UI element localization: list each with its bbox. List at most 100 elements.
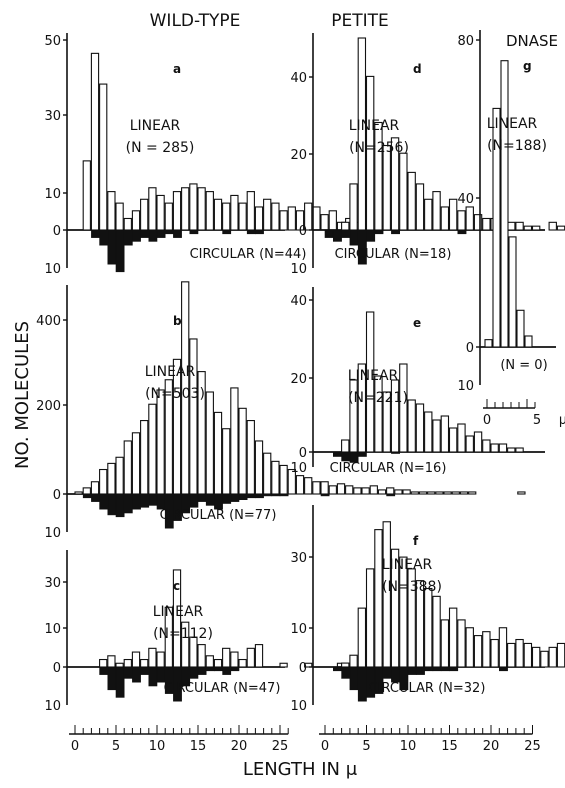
bar-linear-e (440, 415, 450, 453)
y-tick-label-c: 30 (44, 576, 61, 591)
bar-linear-b (123, 440, 132, 495)
bar-linear-d (548, 221, 557, 231)
y-tick-label-d: 20 (290, 148, 307, 163)
bar-linear-e (515, 447, 524, 453)
bar-linear-c (304, 662, 313, 668)
bar-linear-b (230, 387, 239, 495)
bar-linear-a (304, 202, 313, 231)
x-axis-wild-type-tick-label: 0 (71, 739, 79, 754)
bar-linear-a (328, 210, 337, 231)
bar-linear-c (140, 658, 149, 668)
y-tick-label-f: 10 (290, 622, 307, 637)
x-axis-petite-tick-label: 20 (483, 739, 500, 754)
panel-letter-d: d (413, 62, 422, 76)
bar-linear-f (556, 642, 565, 668)
bar-circular-c (148, 666, 158, 687)
bar-circular-d (391, 229, 400, 235)
bar-linear-a (320, 214, 329, 231)
y-tick-label-circular-b: 10 (44, 526, 61, 541)
bar-linear-b (394, 489, 403, 495)
bar-linear-d (432, 191, 441, 231)
y-tick-label-circular-c: 10 (44, 699, 61, 714)
bar-linear-a (140, 198, 149, 231)
bar-circular-f (449, 666, 459, 672)
y-tick-label-c: 0 (53, 661, 61, 676)
bar-linear-d (523, 225, 533, 231)
heading-wild-type: WILD-TYPE (150, 11, 241, 31)
bar-linear-e (490, 443, 499, 453)
bar-linear-f (341, 662, 350, 668)
bar-linear-b (99, 468, 108, 495)
bar-linear-b (304, 477, 313, 495)
y-tick-label-circular-d: 10 (290, 262, 307, 277)
bar-circular-f (440, 666, 450, 672)
x-axis-wild-type-tick-label: 20 (231, 739, 248, 754)
heading-dnase: DNASE (506, 32, 558, 50)
panel-letter-b: b (173, 314, 182, 328)
bar-circular-d (341, 229, 351, 238)
bar-circular-e (357, 451, 367, 457)
bar-circular-c (156, 666, 166, 683)
bar-circular-a (99, 229, 109, 246)
bar-linear-d (473, 214, 483, 231)
bar-circular-c (197, 666, 207, 675)
bar-circular-d (324, 229, 334, 238)
linear-n-a: (N = 285) (126, 140, 195, 156)
bar-linear-a (238, 202, 247, 231)
bar-linear-b (402, 489, 411, 495)
y-tick-label-circular-f: 10 (290, 699, 307, 714)
bar-linear-b (74, 491, 83, 495)
bar-circular-f (374, 666, 384, 694)
bar-linear-b (287, 468, 296, 495)
bar-linear-e (498, 443, 508, 453)
bar-linear-b (131, 432, 141, 495)
bar-circular-b (230, 493, 240, 502)
bar-linear-d (440, 206, 450, 231)
bar-circular-b (82, 493, 92, 499)
bar-linear-b (238, 407, 247, 495)
x-axis-wild-type-tick-label: 5 (112, 739, 120, 754)
panel-f: 30 10 0 10 f LINEAR (N=388) CIRCULAR (N=32) (290, 505, 565, 714)
linear-n-f: (N=388) (382, 579, 442, 595)
bar-linear-b (328, 485, 337, 495)
y-tick-label-a: 0 (53, 224, 61, 239)
bar-linear-b (263, 452, 272, 495)
x-axis-petite-tick-label: 25 (524, 739, 541, 754)
bar-linear-d (448, 198, 458, 231)
bar-circular-b (148, 493, 158, 506)
bar-linear-b (336, 483, 346, 495)
y-tick-label-circular-a: 10 (44, 262, 61, 277)
bar-circular-b (246, 493, 256, 499)
bar-linear-c (107, 655, 116, 668)
bar-linear-a (197, 187, 206, 231)
bar-circular-b (255, 493, 264, 499)
bar-linear-b (418, 491, 428, 495)
bar-linear-e (341, 439, 350, 453)
bar-linear-b (82, 487, 91, 495)
bar-linear-e (473, 431, 483, 453)
bar-linear-d (465, 206, 474, 231)
bar-circular-c (205, 666, 215, 672)
x-axis-wild-type-tick-label: 10 (149, 739, 166, 754)
bar-linear-f (482, 631, 491, 668)
bar-circular-a (222, 229, 232, 235)
bar-linear-b (140, 420, 149, 495)
bar-linear-c (156, 651, 165, 668)
x-axis-dnase-tick-label: 5 (533, 413, 541, 428)
bar-circular-b (214, 493, 223, 510)
x-axis-label: LENGTH IN μ (243, 759, 358, 780)
bar-linear-f (365, 568, 375, 668)
bar-linear-b (271, 460, 280, 495)
x-axis-dnase-tick-label: μ (559, 413, 565, 428)
bar-linear-d (374, 121, 383, 231)
x-axis-wild-type: 0 5 10 15 20 25 (69, 725, 289, 754)
bar-linear-c (238, 658, 247, 668)
bar-circular-e (391, 451, 400, 454)
panel-letter-c: c (173, 579, 180, 593)
bar-linear-g (500, 60, 509, 348)
bar-linear-e (365, 311, 375, 453)
bar-circular-d (357, 229, 367, 265)
bar-linear-d (531, 225, 541, 231)
circular-label-g: (N = 0) (500, 358, 547, 373)
